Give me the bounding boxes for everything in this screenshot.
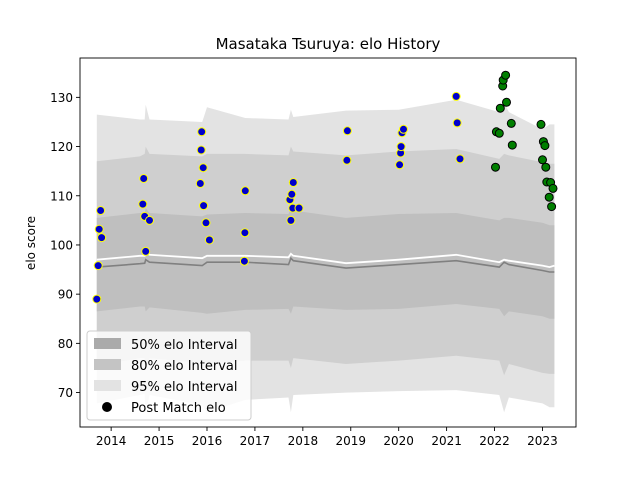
data-point-blue <box>97 233 107 243</box>
data-point-green <box>536 119 546 129</box>
axes-frame <box>79 57 577 428</box>
data-point-blue <box>195 179 205 188</box>
legend-box <box>86 330 252 421</box>
data-point-blue <box>399 124 408 134</box>
x-tick-label: 2023 <box>527 434 558 448</box>
y-tick-label: 100 <box>50 238 73 252</box>
data-point-green <box>547 202 557 212</box>
legend-label: 95% elo Interval <box>131 380 238 395</box>
y-tick-label: 130 <box>50 91 73 105</box>
data-point-blue <box>396 142 406 152</box>
y-tick-label: 110 <box>50 189 73 203</box>
y-tick-label: 120 <box>50 140 73 154</box>
legend-swatch <box>94 359 121 370</box>
x-tick-label: 2014 <box>96 434 127 448</box>
legend-label: 50% elo Interval <box>131 338 238 353</box>
data-point-blue <box>201 218 211 228</box>
legend-label: 80% elo Interval <box>131 359 238 374</box>
legend-marker <box>102 402 112 412</box>
x-tick-label: 2017 <box>240 434 271 448</box>
data-point-blue <box>452 118 462 128</box>
data-point-blue <box>94 224 104 234</box>
x-tick-label: 2020 <box>383 434 414 448</box>
data-point-green <box>544 192 554 202</box>
band-50-interval <box>96 208 555 319</box>
data-point-blue <box>288 178 298 187</box>
x-tick-label: 2015 <box>144 434 175 448</box>
y-tick-label: 70 <box>58 386 73 400</box>
data-point-green <box>507 140 517 150</box>
x-tick-label: 2016 <box>192 434 223 448</box>
x-tick-label: 2019 <box>335 434 366 448</box>
data-point-green <box>502 97 511 107</box>
x-tick-label: 2022 <box>479 434 510 448</box>
y-tick-label: 90 <box>58 288 73 302</box>
data-point-blue <box>139 174 149 183</box>
data-point-blue <box>138 199 148 209</box>
data-point-green <box>494 128 504 138</box>
data-point-green <box>501 70 511 80</box>
data-point-green <box>548 183 558 193</box>
data-point-blue <box>395 160 405 170</box>
data-point-blue <box>92 294 102 304</box>
data-point-blue <box>196 145 206 155</box>
chart-title: Masataka Tsuruya: elo History <box>216 35 441 53</box>
legend: 50% elo Interval 80% elo Interval 95% elo … <box>86 330 252 421</box>
x-tick-label: 2021 <box>431 434 462 448</box>
data-point-blue <box>240 186 250 196</box>
x-tick-label: 2018 <box>288 434 319 448</box>
data-point-blue <box>204 235 214 245</box>
data-point-green <box>538 155 547 165</box>
data-point-blue <box>145 215 154 225</box>
data-point-blue <box>451 91 461 101</box>
data-point-green <box>540 141 550 151</box>
data-point-green <box>495 103 505 113</box>
data-point-blue <box>141 246 151 256</box>
legend-swatch <box>94 380 121 391</box>
data-point-blue <box>455 154 465 164</box>
median-line <box>96 256 555 273</box>
data-point-blue <box>286 215 296 225</box>
data-point-blue <box>199 201 209 211</box>
legend-label: Post Match elo <box>131 401 226 416</box>
data-point-blue <box>96 206 106 215</box>
data-point-green <box>506 118 516 128</box>
data-point-blue <box>93 261 103 271</box>
data-point-blue <box>240 228 250 238</box>
data-point-blue <box>342 126 352 136</box>
legend-swatch <box>94 338 121 349</box>
data-point-blue <box>342 155 352 165</box>
data-point-green <box>491 162 500 172</box>
data-point-blue <box>239 256 249 266</box>
data-point-blue <box>198 163 208 173</box>
y-axis-label: elo score <box>24 216 38 270</box>
data-point-green <box>541 162 551 172</box>
data-point-blue <box>287 189 297 199</box>
y-tick-label: 80 <box>58 337 73 351</box>
data-point-blue <box>197 127 207 137</box>
data-point-blue <box>294 203 304 213</box>
